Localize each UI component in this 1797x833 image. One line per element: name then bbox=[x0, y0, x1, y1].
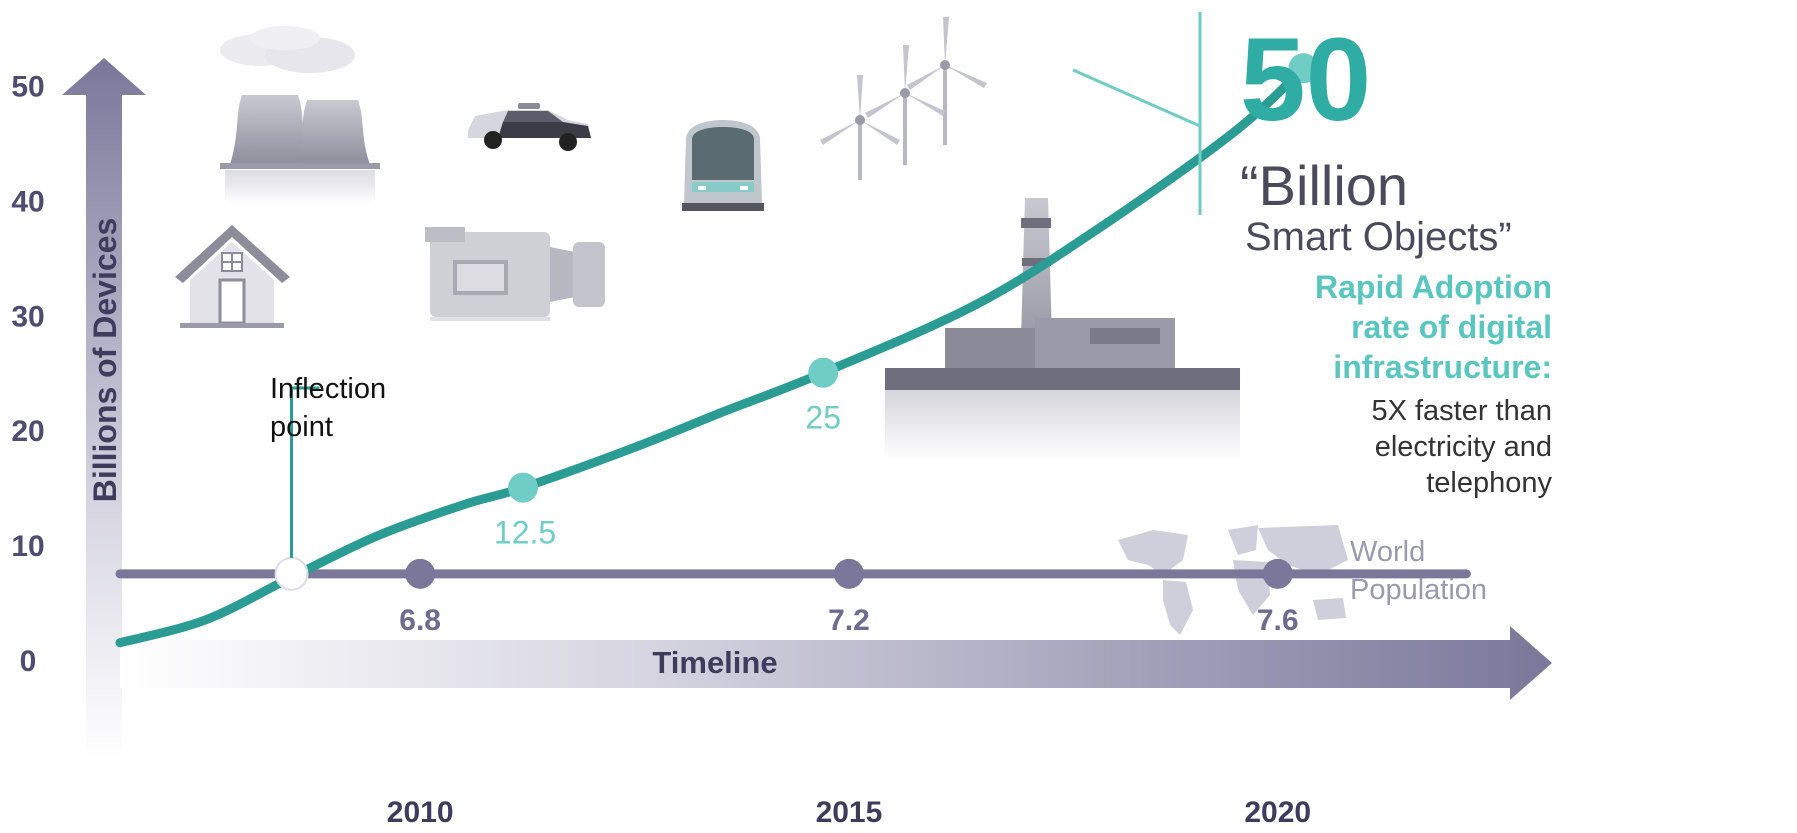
inflection-annotation: Inflection point bbox=[270, 373, 386, 558]
world-population-label-line2: Population bbox=[1350, 574, 1487, 606]
wind-turbines-icon bbox=[820, 17, 987, 180]
power-plant-icon bbox=[885, 198, 1240, 460]
rapid-adoption-text: Rapid Adoption rate of digital infrastru… bbox=[1315, 269, 1552, 385]
devices-series: 12.5 25 bbox=[115, 53, 1319, 648]
y-axis-arrow bbox=[62, 58, 146, 760]
inflection-leader bbox=[290, 386, 320, 558]
world-map-icon bbox=[1118, 525, 1348, 635]
y-tick-label: 30 bbox=[11, 300, 44, 333]
population-value-label: 7.6 bbox=[1257, 604, 1299, 637]
headline-line2: Smart Objects” bbox=[1245, 215, 1512, 259]
rapid-line-1: Rapid Adoption bbox=[1315, 269, 1552, 305]
headline-line1: “Billion bbox=[1240, 154, 1408, 217]
headline-number: 50 bbox=[1240, 14, 1371, 146]
world-population-series: 6.8 7.2 7.6 bbox=[115, 558, 1471, 637]
population-marker bbox=[405, 558, 436, 589]
rapid-line-3: infrastructure: bbox=[1333, 349, 1552, 385]
faster-line-3: telephony bbox=[1426, 467, 1552, 499]
inflection-marker bbox=[274, 556, 309, 591]
faster-text: 5X faster than electricity and telephony bbox=[1371, 395, 1552, 499]
x-ticks: 2010 2015 2020 bbox=[387, 796, 1311, 829]
callout-leader bbox=[1072, 68, 1201, 128]
video-camera-icon bbox=[425, 227, 605, 321]
tram-icon bbox=[682, 120, 764, 211]
population-marker bbox=[833, 558, 864, 589]
devices-marker bbox=[1288, 53, 1319, 84]
x-tick-label: 2015 bbox=[816, 796, 883, 829]
world-population-label-line1: World bbox=[1350, 536, 1425, 568]
devices-marker bbox=[808, 357, 839, 388]
population-value-label: 7.2 bbox=[828, 604, 870, 637]
devices-marker bbox=[508, 472, 539, 503]
x-axis: Timeline 2010 2015 2020 bbox=[120, 626, 1552, 829]
devices-value-label: 25 bbox=[805, 400, 841, 436]
rapid-line-2: rate of digital bbox=[1351, 309, 1552, 345]
x-axis-arrow bbox=[120, 626, 1552, 700]
population-value-label: 6.8 bbox=[399, 604, 441, 637]
y-tick-label: 40 bbox=[11, 185, 44, 218]
inflection-label-line2: point bbox=[270, 411, 333, 443]
population-marker bbox=[1262, 558, 1293, 589]
y-ticks: 0 10 20 30 40 50 bbox=[11, 70, 44, 678]
y-tick-label: 0 bbox=[20, 645, 37, 678]
y-axis-label: Billions of Devices bbox=[87, 218, 123, 503]
y-tick-label: 50 bbox=[11, 70, 44, 103]
faster-line-2: electricity and bbox=[1375, 431, 1552, 463]
x-tick-label: 2010 bbox=[387, 796, 454, 829]
x-tick-label: 2020 bbox=[1244, 796, 1311, 829]
y-tick-label: 10 bbox=[11, 530, 44, 563]
headline-callout: 50 “Billion Smart Objects” bbox=[1072, 12, 1512, 259]
world-population-annotation: World Population bbox=[1350, 536, 1487, 606]
x-axis-label: Timeline bbox=[652, 645, 777, 680]
devices-value-label: 12.5 bbox=[494, 515, 556, 551]
inflection-label-line1: Inflection bbox=[270, 373, 386, 405]
police-car-icon bbox=[468, 103, 591, 151]
house-icon bbox=[175, 225, 290, 328]
y-tick-label: 20 bbox=[11, 415, 44, 448]
cooling-towers-icon bbox=[220, 26, 380, 205]
faster-line-1: 5X faster than bbox=[1371, 395, 1552, 427]
y-axis: Billions of Devices 0 10 20 30 40 50 bbox=[11, 58, 146, 760]
